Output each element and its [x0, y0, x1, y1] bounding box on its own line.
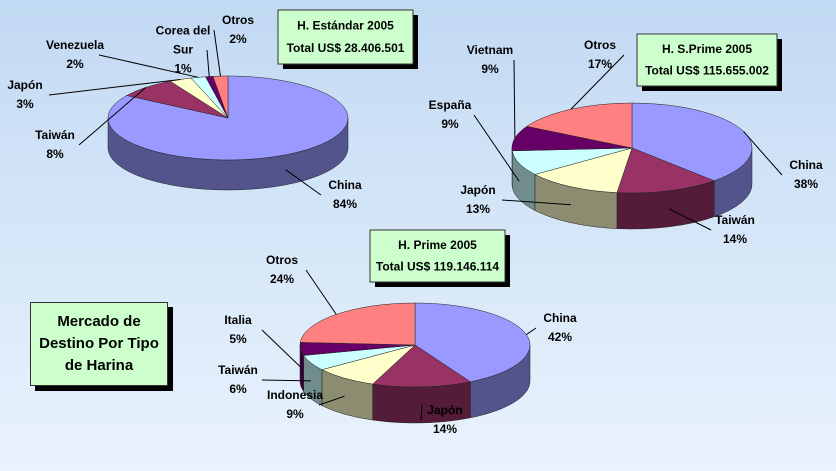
slice-label: Taiwán 14% — [702, 211, 768, 249]
slice-label: Japón 13% — [445, 181, 511, 219]
main-title: Mercado de Destino Por Tipo de Harina — [30, 302, 168, 386]
leader-line — [473, 114, 520, 182]
slice-label: Vietnam 9% — [457, 41, 523, 79]
value-label: 42% — [547, 330, 573, 344]
value-label: 2% — [66, 57, 84, 71]
category: Vietnam — [466, 43, 514, 57]
leader-line — [98, 54, 199, 78]
slice-label: China 42% — [527, 309, 593, 347]
value-label: 84% — [332, 197, 358, 211]
slice-label: Taiwán 6% — [205, 361, 271, 399]
leader-line — [420, 404, 423, 421]
slice-label: Otros 2% — [205, 11, 271, 49]
value-label: 6% — [229, 382, 247, 396]
category: España — [428, 98, 472, 112]
info-box — [277, 9, 414, 65]
slice-label: Venezuela 2% — [42, 36, 108, 74]
slice-label: Indonesia 9% — [262, 386, 328, 424]
category: Taiwán — [715, 213, 755, 227]
slice-label: España 9% — [417, 96, 483, 134]
leader-line — [78, 87, 147, 146]
pie-subtitle: Total US$ 115.655.002 — [645, 64, 769, 78]
category: Indonesia — [266, 388, 323, 402]
slice-label: Otros 17% — [567, 36, 633, 74]
category: Italia — [224, 313, 252, 327]
value-label: 2% — [229, 32, 247, 46]
category: Japón — [460, 183, 496, 197]
leader-line — [318, 395, 345, 406]
slice-label: Corea del Sur 1% — [150, 22, 216, 79]
info-box — [636, 33, 778, 87]
leader-line — [213, 29, 221, 77]
value-label: 17% — [587, 57, 613, 71]
pie-slice — [616, 147, 715, 194]
slice-label: Italia 5% — [205, 311, 271, 349]
value-label: 24% — [269, 272, 295, 286]
value-label: 38% — [793, 177, 819, 191]
leader-line — [206, 49, 210, 77]
pie-title: H. Estándar 2005 — [297, 18, 394, 32]
value-label: 9% — [286, 407, 304, 421]
category: China — [543, 311, 577, 325]
leader-line — [743, 131, 783, 176]
value-label: 8% — [46, 147, 64, 161]
info-box — [369, 229, 506, 283]
leader-line — [305, 269, 337, 315]
leader-line — [668, 208, 712, 231]
category: Japón — [7, 78, 43, 92]
slice-label: Japón 3% — [0, 76, 58, 114]
slice-label: Taiwán 8% — [22, 126, 88, 164]
leader-line — [261, 379, 311, 382]
pie-title: H. S.Prime 2005 — [662, 42, 752, 56]
category: China — [328, 178, 362, 192]
leader-line — [261, 329, 301, 368]
leader-line — [513, 59, 516, 139]
value-label: 1% — [174, 61, 192, 76]
leader-line — [501, 199, 571, 206]
slice-label: China 84% — [312, 176, 378, 214]
category: Otros — [265, 253, 298, 267]
leader-line — [570, 54, 625, 110]
pie-slice — [212, 75, 229, 119]
value-label: 13% — [465, 202, 491, 216]
pie-slice — [534, 147, 633, 193]
leader-line — [48, 78, 181, 96]
slice-label: China 38% — [773, 156, 836, 194]
slice-label: Japón 14% — [412, 401, 478, 439]
value-label: 5% — [229, 332, 247, 346]
category: Japón — [427, 403, 463, 417]
value-label: 9% — [481, 62, 499, 76]
pie-slice — [299, 302, 416, 346]
category: Otros — [221, 13, 254, 27]
leader-line — [285, 169, 322, 196]
value-label: 9% — [441, 117, 459, 131]
category: Venezuela — [45, 38, 105, 52]
value-label: 3% — [16, 97, 34, 111]
pie-subtitle: Total US$ 119.146.114 — [376, 260, 500, 274]
category: China — [789, 158, 823, 172]
slice-label: Otros 24% — [249, 251, 315, 289]
value-label: 14% — [722, 232, 748, 246]
category: Otros — [583, 38, 616, 52]
pie-subtitle: Total US$ 28.406.501 — [287, 41, 405, 55]
value-label: 14% — [432, 422, 458, 436]
pie-slice — [372, 344, 472, 388]
category: Taiwán — [35, 128, 75, 142]
leader-line — [526, 327, 537, 335]
category: Taiwán — [218, 363, 258, 377]
category: Corea del Sur — [155, 23, 211, 57]
pie-title: H. Prime 2005 — [398, 238, 477, 252]
